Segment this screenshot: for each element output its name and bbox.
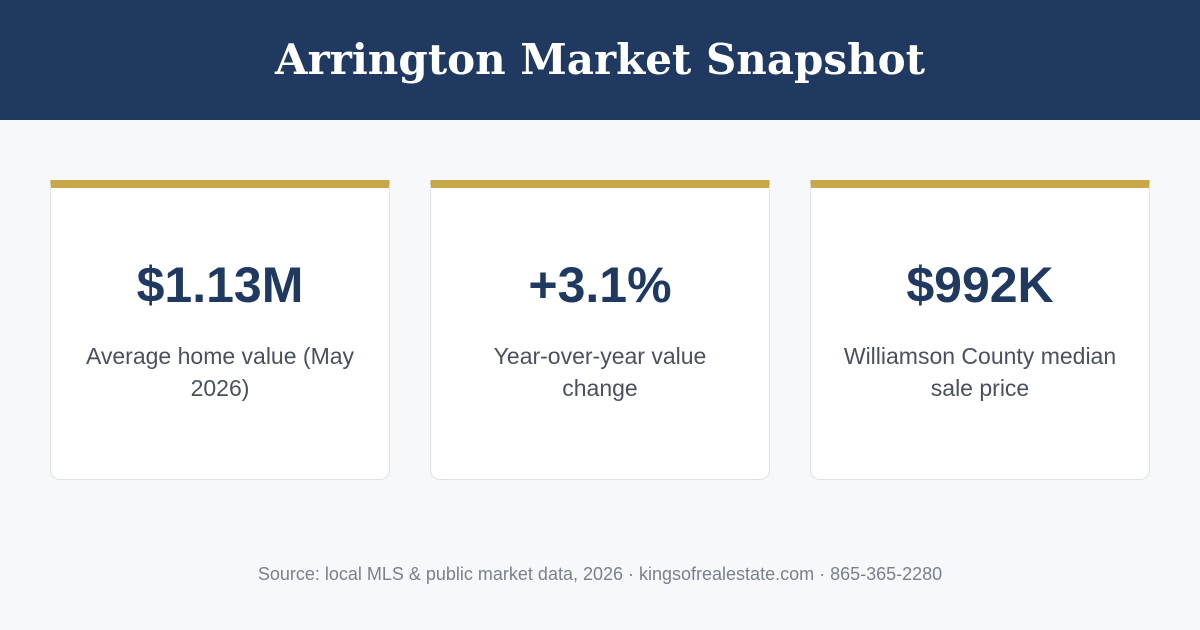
source-footer: Source: local MLS & public market data, … bbox=[257, 564, 943, 584]
stat-label: Average home value (May 2026) bbox=[85, 342, 355, 401]
stat-value: $992K bbox=[906, 256, 1054, 313]
page-title: Arrington Market Snapshot bbox=[275, 35, 925, 84]
stat-cards: $1.13M Average home value (May 2026) +3.… bbox=[50, 180, 1150, 480]
stat-card-median-sale-price: $992K Williamson County median sale pric… bbox=[810, 180, 1150, 480]
stat-label: Williamson County median sale price bbox=[843, 342, 1117, 401]
stat-value: $1.13M bbox=[136, 256, 304, 313]
stat-card-year-over-year-change: +3.1% Year-over-year value change bbox=[430, 180, 770, 480]
stat-value: +3.1% bbox=[528, 256, 672, 313]
stat-label: Year-over-year value change bbox=[493, 342, 707, 401]
stat-card-average-home-value: $1.13M Average home value (May 2026) bbox=[50, 180, 390, 480]
header-banner: Arrington Market Snapshot bbox=[0, 0, 1200, 120]
